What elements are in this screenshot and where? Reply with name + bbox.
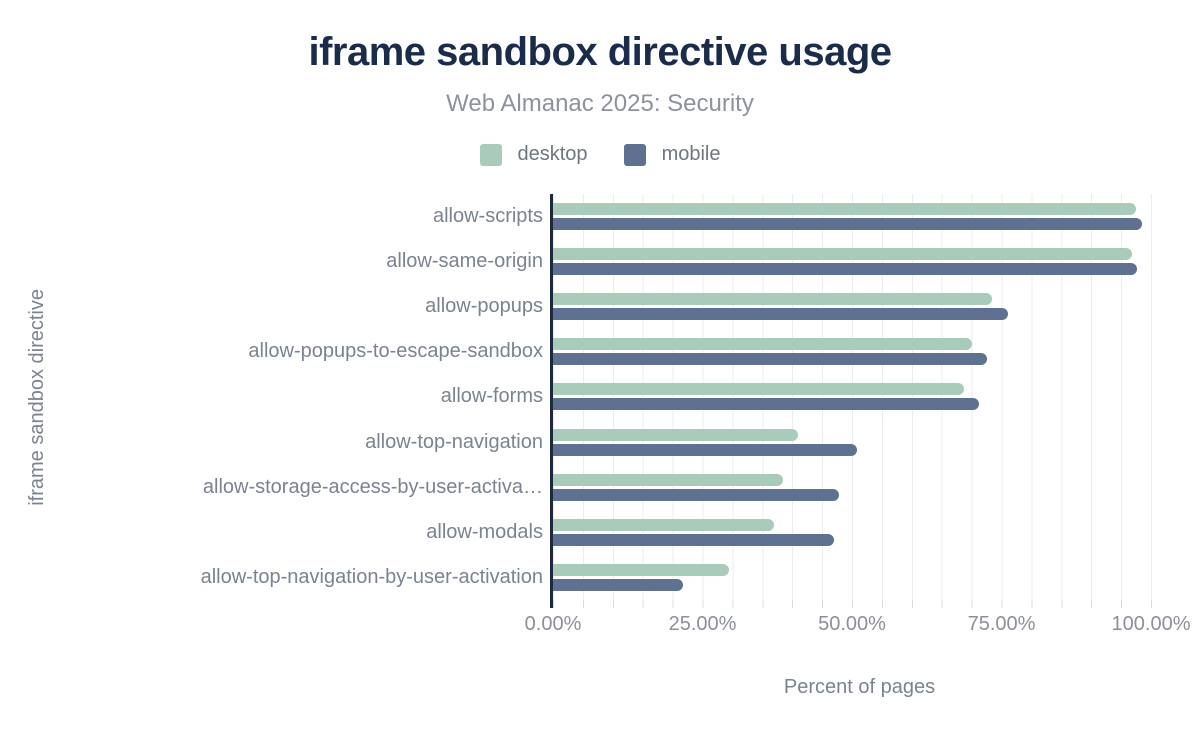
x-axis-title: Percent of pages (783, 676, 936, 698)
desktop-bar (553, 473, 784, 486)
desktop-bar (553, 248, 1132, 261)
chart-row (553, 374, 1166, 419)
x-tick-labels: 0.00% 25.00% 50.00% 75.00% 100.00% (525, 613, 1191, 639)
chart-row (553, 329, 1166, 374)
legend-item-mobile: mobile (623, 143, 721, 166)
x-tick-label: 75.00% (967, 613, 1036, 635)
x-axis-ticks (553, 600, 1166, 608)
desktop-bar (553, 383, 965, 396)
desktop-bar (553, 338, 972, 351)
legend: desktop mobile (0, 143, 1200, 166)
chart-row (553, 555, 1166, 600)
x-tick-label: 25.00% (668, 613, 737, 635)
mobile-bar (553, 488, 839, 501)
category-label: allow-scripts (432, 205, 543, 228)
legend-label-mobile: mobile (661, 143, 721, 165)
chart-row (553, 420, 1166, 465)
legend-swatch-desktop-icon (479, 143, 502, 166)
category-label: allow-modals (426, 520, 543, 543)
desktop-bar (553, 563, 730, 576)
legend-swatch-mobile-icon (623, 143, 646, 166)
category-labels: allow-scripts allow-same-origin allow-popu… (0, 194, 543, 600)
chart-row (553, 239, 1166, 284)
mobile-bar (553, 443, 857, 456)
category-label: allow-top-navigation-by-user-activation (200, 565, 543, 588)
y-axis-line (550, 194, 553, 608)
chart-row (553, 465, 1166, 510)
mobile-bar (553, 218, 1142, 231)
x-tick-label: 50.00% (818, 613, 886, 635)
chart-row (553, 194, 1166, 239)
x-tick-label: 0.00% (524, 613, 582, 635)
legend-item-desktop: desktop (479, 143, 588, 166)
mobile-bar (553, 398, 980, 411)
desktop-bar (553, 293, 992, 306)
desktop-bar (553, 518, 775, 531)
category-label: allow-popups (425, 295, 543, 318)
desktop-bar (553, 428, 799, 441)
mobile-bar (553, 533, 835, 546)
mobile-bar (553, 578, 684, 591)
chart-subtitle: Web Almanac 2025: Security (446, 90, 754, 117)
chart-row (553, 510, 1166, 555)
category-label: allow-top-navigation (365, 430, 543, 453)
category-label: allow-popups-to-escape-sandbox (248, 340, 543, 363)
legend-label-desktop: desktop (517, 143, 588, 165)
chart-title: iframe sandbox directive usage (308, 30, 892, 74)
category-label: allow-storage-access-by-user-activa… (202, 475, 543, 498)
category-label: allow-same-origin (386, 250, 543, 273)
chart-row (553, 284, 1166, 329)
category-label: allow-forms (440, 385, 543, 408)
x-tick-label: 100.00% (1111, 613, 1191, 635)
mobile-bar (553, 308, 1009, 321)
mobile-bar (553, 263, 1138, 276)
plot-area (553, 194, 1166, 600)
desktop-bar (553, 203, 1137, 216)
mobile-bar (553, 353, 988, 366)
